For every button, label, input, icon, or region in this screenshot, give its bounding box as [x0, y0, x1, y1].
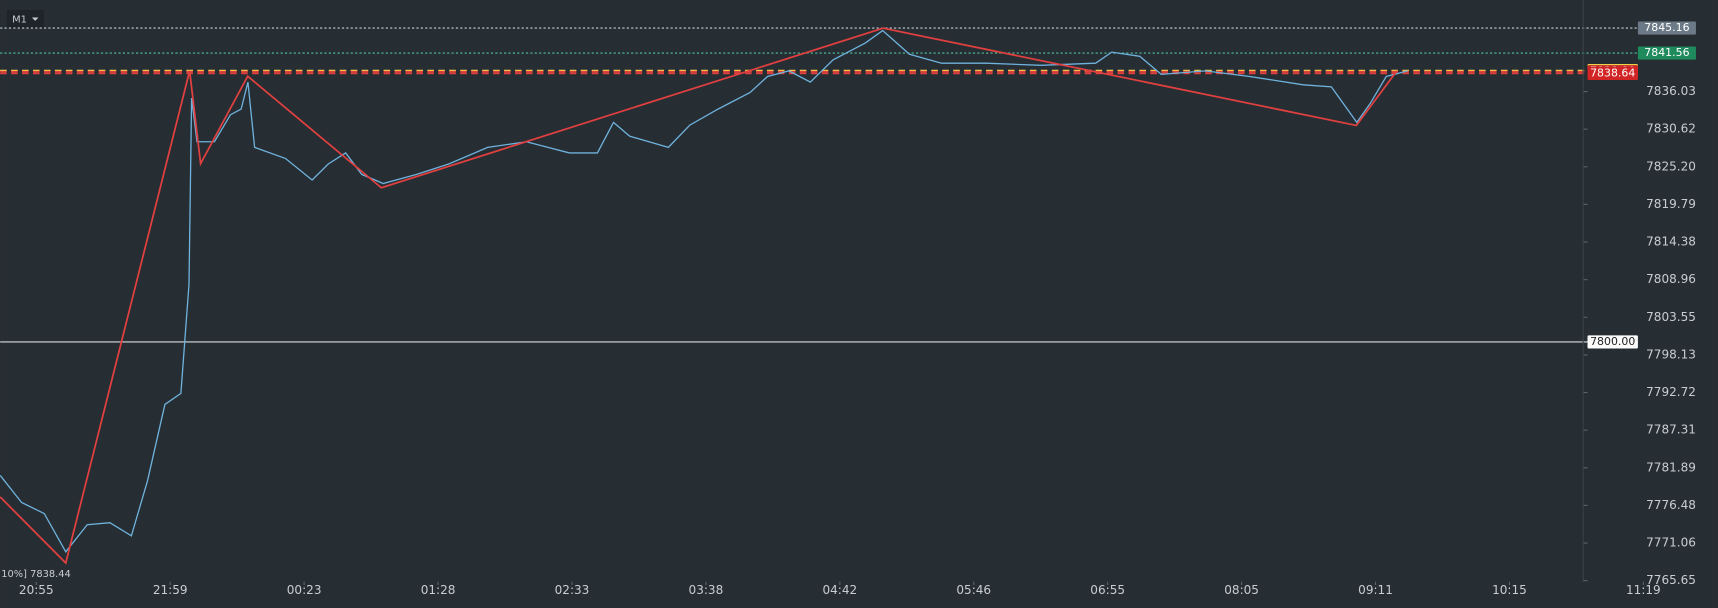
- price-level-box: [1587, 335, 1638, 349]
- x-tick-label: 10:15: [1492, 583, 1527, 597]
- x-tick-label: 00:23: [287, 583, 322, 597]
- price-level-label: 7845.16: [1644, 21, 1689, 34]
- y-tick-label: 7836.03: [1646, 84, 1696, 98]
- timeframe-button[interactable]: [6, 9, 44, 29]
- x-tick-label: 09:11: [1358, 583, 1393, 597]
- x-tick-label: 06:55: [1090, 583, 1125, 597]
- x-tick-label: 20:55: [19, 583, 54, 597]
- price-level-box: [1637, 46, 1696, 60]
- price-line: [0, 27, 1398, 565]
- y-tick-label: 7792.72: [1646, 385, 1696, 399]
- footer-label: 10%] 7838.44: [1, 569, 71, 580]
- y-tick-label: 7765.65: [1646, 573, 1696, 587]
- y-tick-label: 7798.13: [1646, 347, 1696, 361]
- price-line: [0, 29, 1408, 553]
- x-tick-label: 21:59: [153, 583, 188, 597]
- price-level-label: 7841.56: [1644, 46, 1689, 59]
- price-level-label: 7838.64: [1590, 66, 1635, 79]
- x-tick-label: 04:42: [822, 583, 857, 597]
- y-tick-label: 7787.31: [1646, 423, 1696, 437]
- y-tick-label: 7830.62: [1646, 122, 1696, 136]
- x-tick-label: 02:33: [555, 583, 590, 597]
- y-tick-label: 7819.79: [1646, 197, 1696, 211]
- y-tick-label: 7808.96: [1646, 272, 1696, 286]
- timeframe[interactable]: M1: [12, 15, 27, 26]
- price-level-box: [1587, 66, 1638, 80]
- y-tick-label: 7781.89: [1646, 460, 1696, 474]
- x-tick-label: 03:38: [689, 583, 724, 597]
- price-level-box: [1637, 21, 1696, 35]
- dropdown-arrow: [31, 17, 39, 21]
- y-tick-label: 7825.20: [1646, 159, 1696, 173]
- x-tick-label: 11:19: [1626, 583, 1661, 597]
- y-tick-label: 7776.48: [1646, 498, 1696, 512]
- price-level-label: 7800.00: [1590, 335, 1635, 348]
- x-tick-label: 01:28: [421, 583, 456, 597]
- x-tick-label: 08:05: [1224, 583, 1259, 597]
- y-tick-label: 7771.06: [1646, 536, 1696, 550]
- y-tick-label: 7803.55: [1646, 310, 1696, 324]
- x-tick-label: 05:46: [956, 583, 991, 597]
- y-tick-label: 7814.38: [1646, 234, 1696, 248]
